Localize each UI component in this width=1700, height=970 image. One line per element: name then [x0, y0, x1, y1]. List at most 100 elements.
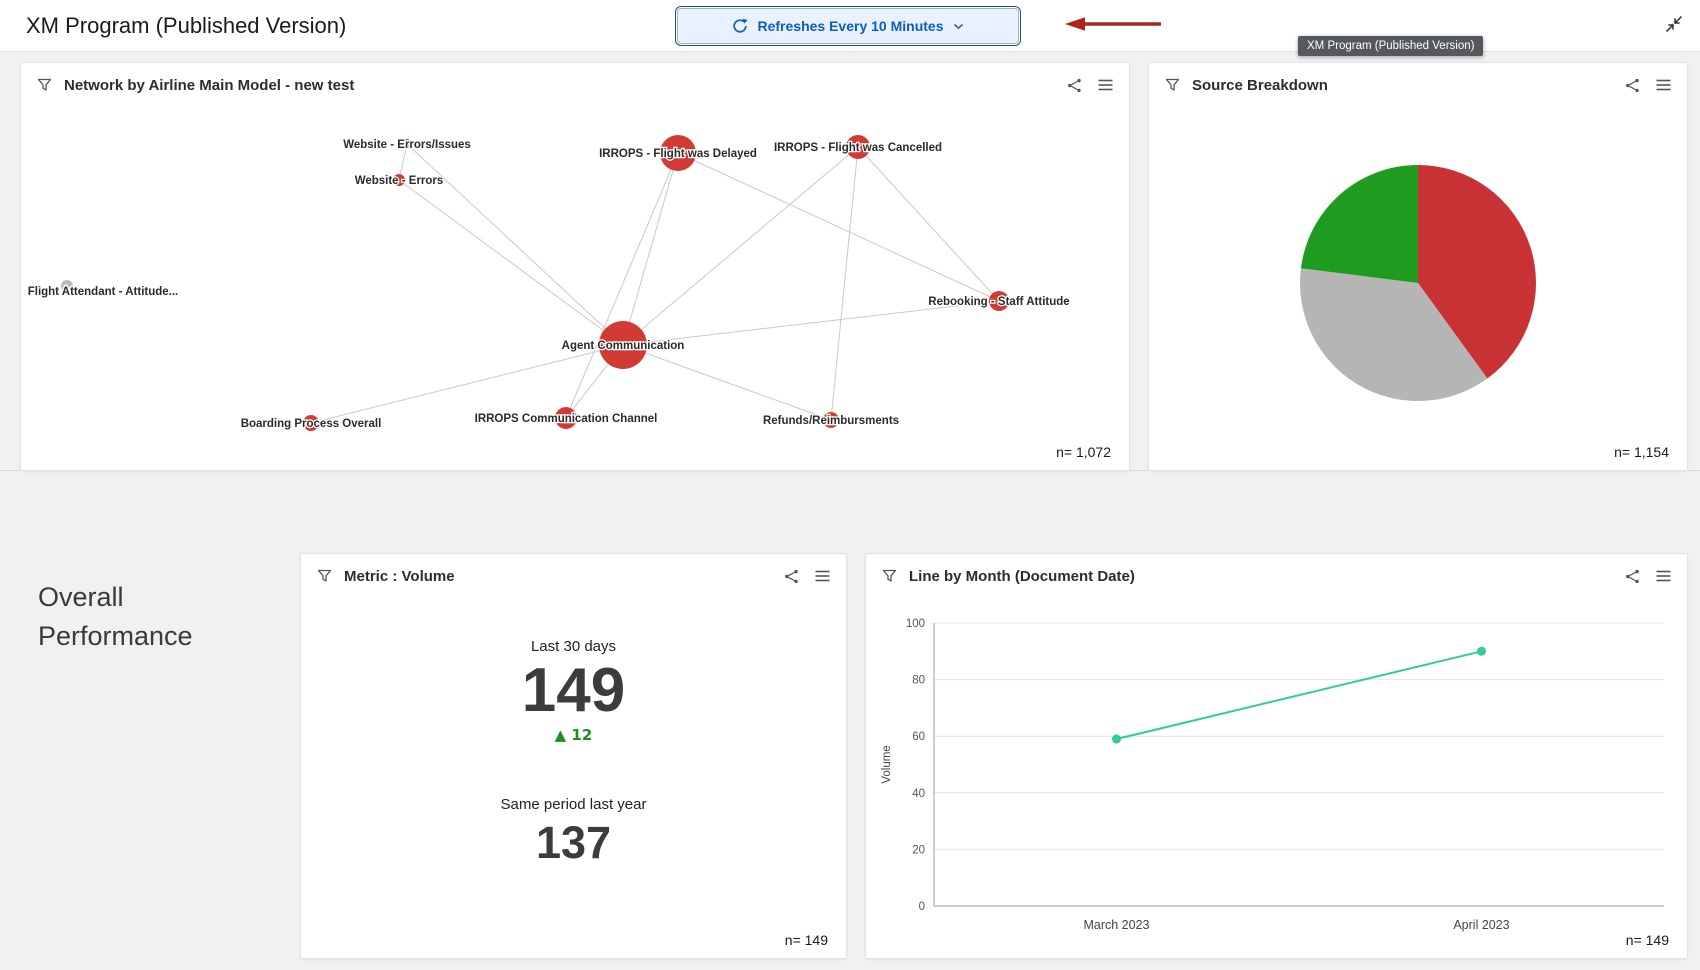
network-node-label: Rebooking - Staff Attitude: [928, 296, 1069, 308]
network-node-label: Agent Communication: [562, 340, 685, 352]
y-tick-label: 100: [906, 618, 925, 630]
network-graph[interactable]: Website - Errors/Issues Website - Errors I…: [21, 107, 1129, 457]
section-label: Overall Performance: [38, 578, 193, 656]
widget-title: Source Breakdown: [1192, 76, 1328, 94]
network-node[interactable]: [61, 280, 73, 292]
y-tick-label: 60: [912, 731, 925, 743]
pie-slice[interactable]: [1418, 165, 1536, 379]
network-node-label: IRROPS Communication Channel: [475, 413, 658, 425]
refresh-button-label: Refreshes Every 10 Minutes: [757, 18, 944, 34]
network-node[interactable]: [303, 415, 319, 431]
network-edge: [622, 344, 832, 421]
refresh-interval-button[interactable]: Refreshes Every 10 Minutes: [674, 5, 1022, 47]
source-breakdown-widget: Source Breakdown n= 1,154: [1148, 62, 1688, 471]
widget-header: Metric : Volume: [301, 554, 846, 598]
menu-icon[interactable]: [1098, 79, 1113, 91]
network-node[interactable]: [402, 139, 412, 149]
line-series: [1116, 650, 1482, 741]
network-node-label: IRROPS - Flight was Delayed: [599, 148, 757, 160]
network-edge: [857, 146, 1000, 302]
metric-period-label: Last 30 days: [530, 638, 617, 655]
filter-icon[interactable]: [37, 78, 52, 92]
data-point[interactable]: [1112, 734, 1121, 744]
share-icon[interactable]: [1625, 569, 1640, 584]
metric-compare-label: Same period last year: [500, 796, 647, 814]
widget-title: Metric : Volume: [344, 567, 455, 585]
sample-size-label: n= 1,072: [1056, 444, 1111, 460]
widget-title: Network by Airline Main Model - new test: [64, 76, 355, 94]
line-chart[interactable]: 0 20 40 60 80 100 March 2023 April 2023 Volume: [874, 598, 1679, 948]
share-icon[interactable]: [784, 569, 799, 584]
menu-icon[interactable]: [815, 570, 830, 582]
widget-header: Line by Month (Document Date): [866, 554, 1687, 598]
network-edge: [622, 300, 1000, 346]
metric-body: Last 30 days 149 ▲ 12 Same period last y…: [301, 598, 846, 874]
pie-chart[interactable]: [1298, 163, 1538, 403]
y-tick-label: 20: [912, 844, 925, 856]
share-icon[interactable]: [1625, 78, 1640, 93]
network-node[interactable]: [599, 321, 647, 369]
page-title: XM Program (Published Version): [26, 13, 347, 38]
y-tick-label: 40: [912, 788, 925, 800]
network-edge: [310, 344, 624, 424]
network-edge: [622, 146, 859, 346]
x-tick-label: April 2023: [1453, 918, 1509, 932]
network-edge: [622, 152, 679, 346]
filter-icon[interactable]: [1165, 78, 1180, 92]
network-node[interactable]: [846, 135, 870, 159]
network-edge: [398, 143, 408, 181]
pie-slice[interactable]: [1300, 268, 1488, 401]
network-node-label: Website - Errors/Issues: [343, 139, 471, 151]
y-tick-label: 0: [919, 901, 925, 913]
widget-actions: [1625, 78, 1671, 93]
network-node[interactable]: [393, 174, 405, 186]
widget-title: Line by Month (Document Date): [909, 567, 1135, 585]
widget-actions: [1067, 78, 1113, 93]
metric-volume-widget: Metric : Volume Last 30 days 149 ▲ 12 Sa…: [300, 553, 847, 959]
network-edge: [398, 179, 624, 346]
sample-size-label: n= 149: [784, 932, 828, 948]
network-widget: Network by Airline Main Model - new test…: [20, 62, 1130, 471]
filter-icon[interactable]: [882, 569, 897, 583]
metric-previous-value: 137: [535, 817, 612, 869]
tooltip: XM Program (Published Version): [1298, 36, 1484, 56]
collapse-arrows-glyph: [1665, 15, 1683, 33]
network-node[interactable]: [660, 135, 696, 171]
annotation-arrow: [1065, 17, 1161, 31]
menu-icon[interactable]: [1656, 79, 1671, 91]
pie-slice[interactable]: [1300, 165, 1418, 283]
network-node-label: Refunds/Reimbursments: [763, 415, 899, 427]
widget-actions: [1625, 569, 1671, 584]
metric-current-value: 149: [521, 656, 626, 725]
network-node[interactable]: [989, 291, 1009, 311]
header: XM Program (Published Version) Refreshes…: [0, 0, 1700, 56]
refresh-icon: [732, 18, 748, 33]
network-node[interactable]: [823, 412, 839, 428]
x-tick-label: March 2023: [1083, 918, 1149, 932]
sample-size-label: n= 149: [1625, 932, 1669, 948]
chevron-down-icon: [954, 23, 964, 29]
data-point[interactable]: [1477, 646, 1486, 656]
network-node-label: Boarding Process Overall: [241, 418, 382, 430]
metric-delta: ▲ 12: [554, 726, 593, 745]
line-by-month-widget: Line by Month (Document Date) 0 20 40 60 80 1…: [865, 553, 1688, 959]
widget-header: Network by Airline Main Model - new test: [21, 63, 1129, 107]
network-edge: [830, 146, 859, 421]
network-node-label: Website - Errors: [355, 175, 444, 187]
network-edge: [565, 152, 679, 419]
filter-icon[interactable]: [317, 569, 332, 583]
widget-actions: [784, 569, 830, 584]
network-edge: [677, 152, 1000, 302]
section-label-line2: Performance: [38, 621, 193, 652]
network-edge: [406, 143, 624, 346]
y-axis-label: Volume: [881, 745, 893, 783]
pie-chart-area: [1149, 107, 1687, 403]
collapse-icon[interactable]: [1664, 15, 1684, 35]
network-node-label: Flight Attendant - Attitude...: [28, 286, 179, 298]
menu-icon[interactable]: [1656, 570, 1671, 582]
network-node[interactable]: [555, 407, 577, 429]
share-icon[interactable]: [1067, 78, 1082, 93]
widget-header: Source Breakdown: [1149, 63, 1687, 107]
y-tick-label: 80: [912, 675, 925, 687]
